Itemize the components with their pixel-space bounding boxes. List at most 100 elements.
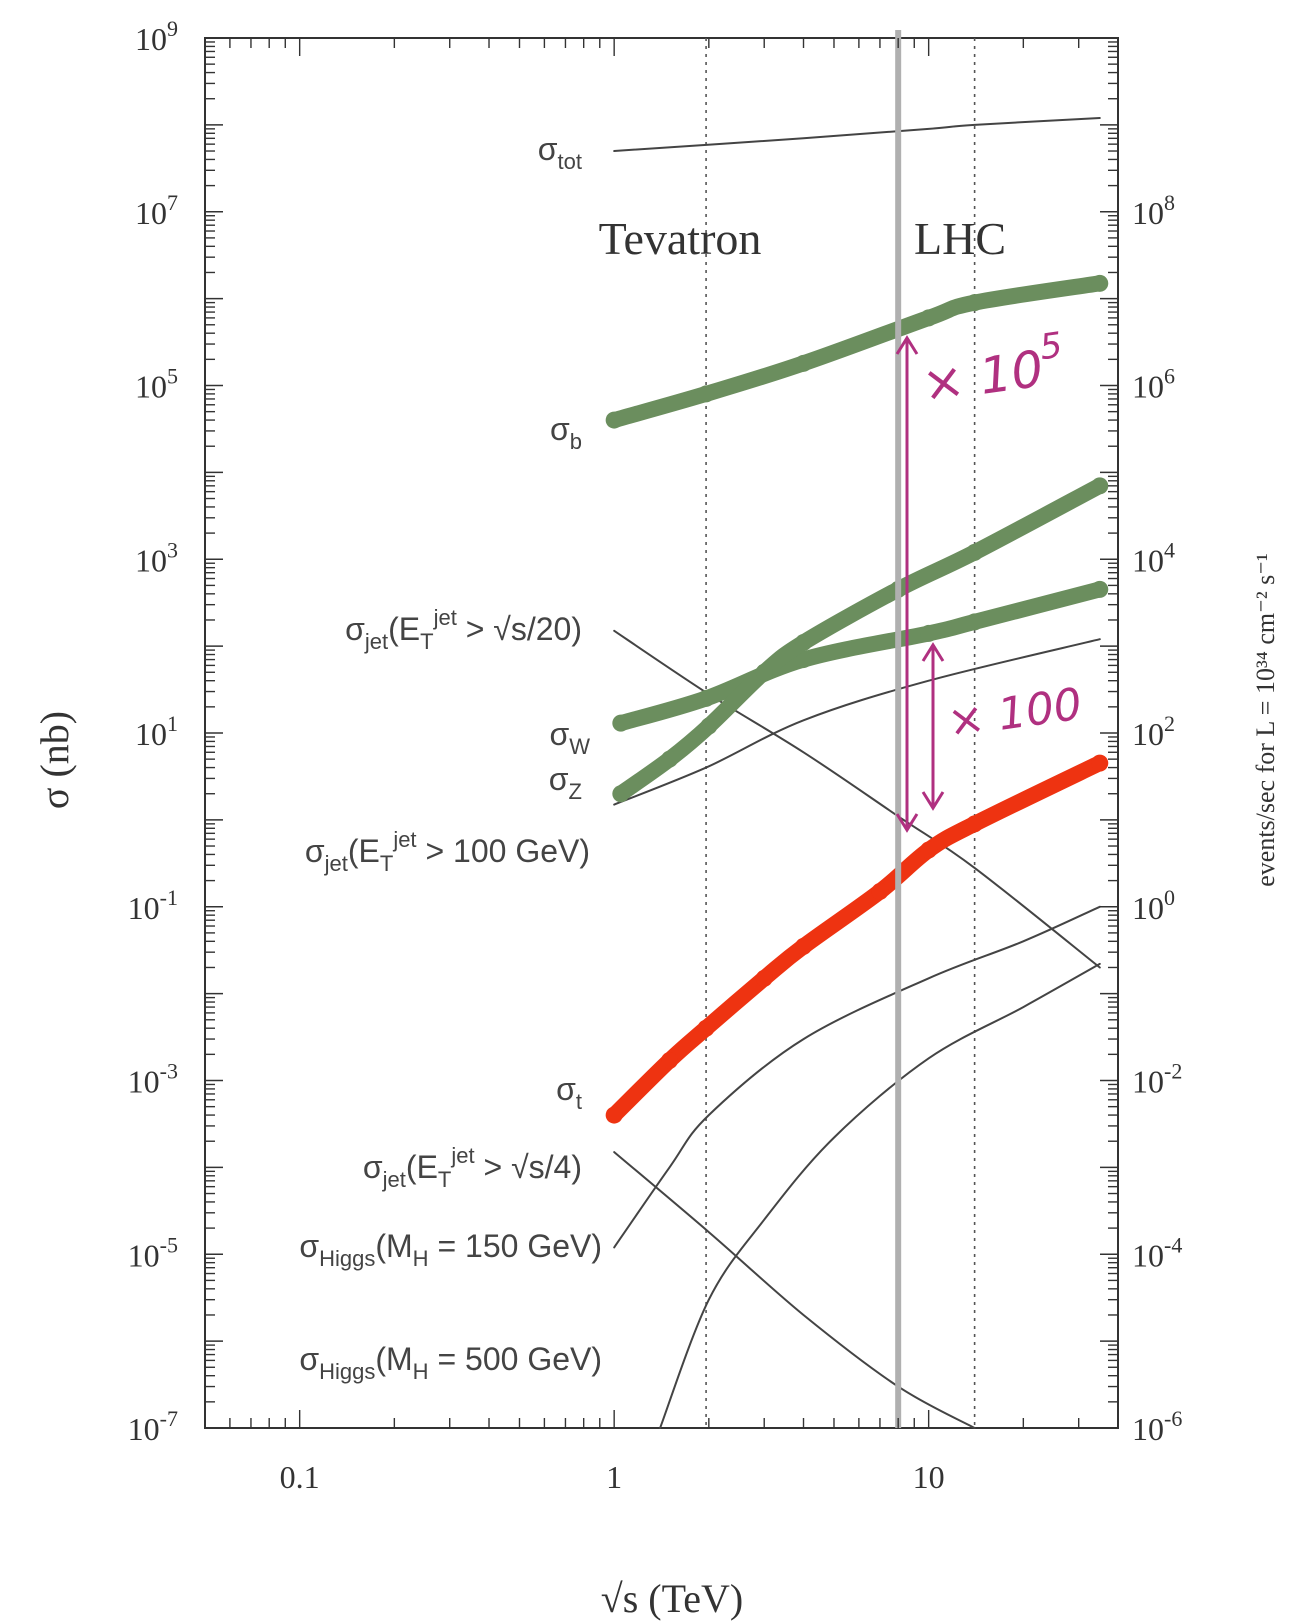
y-tick-base: 10	[135, 716, 167, 752]
label-argument: (E	[388, 611, 420, 647]
y2-tick-label: 108	[1132, 190, 1175, 231]
label-sigma-t: σt	[556, 1071, 582, 1114]
y2-tick-base: 10	[1132, 195, 1164, 231]
point-sigma-b	[1091, 274, 1109, 292]
label-sigma-jet-100: σjet(ETjet > 100 GeV)	[305, 827, 590, 876]
axis-ticks: 0.1 1 1010910710510310110-110-310-510-7108…	[128, 16, 1183, 1495]
series-lines	[605, 117, 1109, 1429]
region-label-lhc: LHC	[914, 213, 1006, 264]
point-sigma-z	[612, 785, 630, 803]
y-tick-label: 10-5	[128, 1232, 178, 1273]
annotation-arrow-head-up	[921, 642, 945, 662]
point-sigma-z	[700, 717, 718, 735]
point-sigma-z	[661, 750, 679, 768]
series-sigma-tot	[613, 117, 1101, 152]
label-sigma: σ	[556, 1071, 576, 1107]
x-tick-label: 10	[913, 1459, 945, 1495]
label-sigma-higgs-150: σHiggs(MH = 150 GeV)	[299, 1228, 602, 1271]
y-tick-label: 101	[135, 711, 178, 752]
y2-tick-base: 10	[1132, 1237, 1164, 1273]
label-superscript-2: jet	[450, 1143, 474, 1168]
label-sigma-higgs-500: σHiggs(MH = 500 GeV)	[299, 1341, 602, 1384]
label-condition: > 100 GeV)	[417, 833, 590, 869]
point-sigma-w	[795, 651, 813, 669]
y2-tick-base: 10	[1132, 1064, 1164, 1100]
x-axis-label: √s (TeV)	[601, 1576, 743, 1621]
y-tick-exp: -3	[160, 1059, 178, 1084]
point-sigma-t	[661, 1051, 679, 1069]
label-condition: > √s/4)	[475, 1149, 582, 1185]
y2-tick-label: 106	[1132, 364, 1175, 405]
y2-tick-base: 10	[1132, 369, 1164, 405]
y2-tick-label: 102	[1132, 711, 1175, 752]
label-subscript-2: H	[413, 1359, 429, 1384]
y-axis-label: σ (nb)	[32, 711, 77, 809]
series-sigma-higgs-150	[613, 905, 1101, 1249]
y-tick-exp: 5	[167, 364, 178, 389]
label-subscript-2: T	[438, 1167, 451, 1192]
y-tick-base: 10	[128, 1237, 160, 1273]
y-tick-base: 10	[135, 21, 167, 57]
y2-tick-exp: 0	[1164, 885, 1175, 910]
point-sigma-z	[966, 543, 984, 561]
y-tick-label: 10-3	[128, 1059, 178, 1100]
x-tick-label: 1	[606, 1459, 622, 1495]
y2-tick-exp: 6	[1164, 364, 1175, 389]
point-sigma-t	[1091, 754, 1109, 772]
point-sigma-t	[697, 1019, 715, 1037]
label-sigma-w: σW	[549, 716, 590, 759]
y2-tick-base: 10	[1132, 1411, 1164, 1447]
label-argument: (M	[375, 1228, 412, 1264]
y-tick-base: 10	[128, 1064, 160, 1100]
point-sigma-b	[795, 354, 813, 372]
label-sigma: σ	[305, 833, 325, 869]
label-subscript-2: T	[380, 851, 393, 876]
annotation-prefix: × 10	[919, 340, 1047, 414]
y-tick-label: 105	[135, 364, 178, 405]
y2-tick-label: 10-6	[1132, 1406, 1182, 1447]
label-sigma: σ	[549, 716, 569, 752]
point-sigma-z	[1091, 477, 1109, 495]
point-sigma-t	[920, 841, 938, 859]
y2-tick-exp: 2	[1164, 711, 1175, 736]
y2-tick-label: 104	[1132, 537, 1175, 578]
y-tick-base: 10	[128, 1411, 160, 1447]
y-tick-exp: -7	[160, 1406, 178, 1431]
y-tick-exp: 1	[167, 711, 178, 736]
point-sigma-w	[920, 624, 938, 642]
y2-tick-label: 100	[1132, 885, 1175, 926]
y-tick-label: 10-1	[128, 885, 178, 926]
y2-tick-exp: 8	[1164, 190, 1175, 215]
y2-tick-exp: -4	[1164, 1232, 1182, 1257]
series-sigma-jet-100	[613, 638, 1101, 806]
point-sigma-w	[1091, 580, 1109, 598]
point-sigma-b	[966, 294, 984, 312]
y-tick-base: 10	[128, 890, 160, 926]
series-sigma-higgs-500	[659, 962, 1101, 1429]
y2-axis-label: events/sec for L = 10³⁴ cm⁻² s⁻¹	[1251, 553, 1280, 887]
point-sigma-t	[871, 882, 889, 900]
label-sigma: σ	[363, 1149, 383, 1185]
y2-tick-base: 10	[1132, 890, 1164, 926]
point-sigma-w	[966, 613, 984, 631]
y-tick-exp: 7	[167, 190, 178, 215]
label-subscript: Z	[569, 779, 582, 804]
label-sigma-jet-s20: σjet(ETjet > √s/20)	[345, 605, 582, 654]
y2-tick-base: 10	[1132, 716, 1164, 752]
label-sigma: σ	[550, 411, 570, 447]
point-sigma-t	[755, 969, 773, 987]
y-tick-base: 10	[135, 195, 167, 231]
annotation-text-factor-100: × 100	[944, 679, 1085, 748]
point-sigma-t	[795, 937, 813, 955]
label-condition: > √s/20)	[457, 611, 582, 647]
region-label-tevatron: Tevatron	[599, 213, 762, 264]
y2-tick-label: 10-2	[1132, 1059, 1182, 1100]
y-tick-label: 107	[135, 190, 178, 231]
label-subscript: jet	[324, 851, 348, 876]
label-argument: (E	[348, 833, 380, 869]
y-tick-label: 109	[135, 16, 178, 57]
label-sigma: σ	[299, 1341, 319, 1377]
y2-tick-exp: -2	[1164, 1059, 1182, 1084]
label-sigma-tot: σtot	[538, 131, 582, 174]
